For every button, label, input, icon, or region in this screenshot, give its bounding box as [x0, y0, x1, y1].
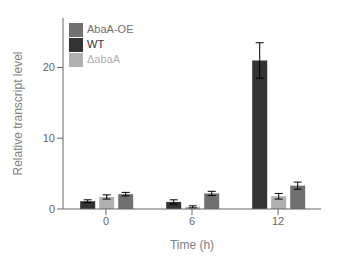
svg-text:6: 6 [189, 215, 195, 227]
svg-text:10: 10 [43, 132, 55, 144]
svg-text:0: 0 [103, 215, 109, 227]
svg-text:0: 0 [49, 203, 55, 215]
html-text:ΔabaA: ΔabaA [87, 53, 120, 66]
html-text:WT: WT [87, 38, 105, 51]
svg-text:20: 20 [43, 61, 55, 73]
svg-text:Relative transcript level: Relative transcript level [11, 51, 25, 175]
html-text:AbaA-OE: AbaA-OE [87, 23, 134, 35]
svg-text:12: 12 [272, 215, 284, 227]
svg-text:Time (h): Time (h) [170, 238, 214, 252]
